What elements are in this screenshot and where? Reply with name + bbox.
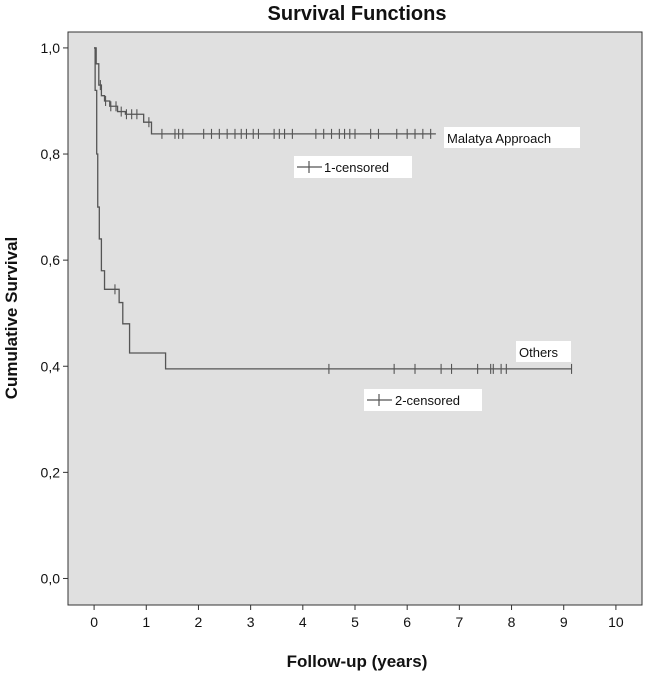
y-tick-label: 0,2 [41,464,61,480]
others-label-box [516,341,571,362]
y-tick-label: 1,0 [41,40,61,56]
series-line-1 [94,47,436,135]
legend-1-box [294,156,412,178]
y-tick-label: 0,8 [41,146,61,162]
y-tick-label: 0,6 [41,252,61,268]
x-tick-label: 0 [90,614,98,630]
x-tick-label: 3 [247,614,255,630]
x-tick-label: 1 [142,614,150,630]
malatya-label: Malatya Approach [447,131,551,146]
malatya-label-box [444,127,580,148]
series-line-2 [94,47,572,370]
legend-2-symbol [367,394,392,406]
legend-1-symbol [297,161,322,173]
x-axis-label: Follow-up (years) [287,652,428,671]
x-tick-label: 2 [195,614,203,630]
y-tick-label: 0,4 [41,358,61,374]
x-tick-label: 4 [299,614,307,630]
x-tick-label: 6 [403,614,411,630]
others-label: Others [519,345,559,360]
chart-title: Survival Functions [268,3,447,25]
legend-1-label: 1-censored [324,160,389,175]
x-tick-label: 9 [560,614,568,630]
x-tick-label: 10 [608,614,624,630]
x-tick-label: 5 [351,614,359,630]
x-tick-label: 7 [455,614,463,630]
axes: 0 1 2 3 4 5 6 7 8 9 10 0,0 0,2 0,4 0,6 0,8 1,0 [41,40,624,630]
y-axis-label: Cumulative Survival [2,237,21,400]
plot-area [67,31,643,606]
legend-2-label: 2-censored [395,393,460,408]
series-group [94,47,572,370]
legend-2-box [364,389,482,411]
y-tick-label: 0,0 [41,570,61,586]
x-tick-label: 8 [508,614,516,630]
censor-marks [99,80,573,374]
